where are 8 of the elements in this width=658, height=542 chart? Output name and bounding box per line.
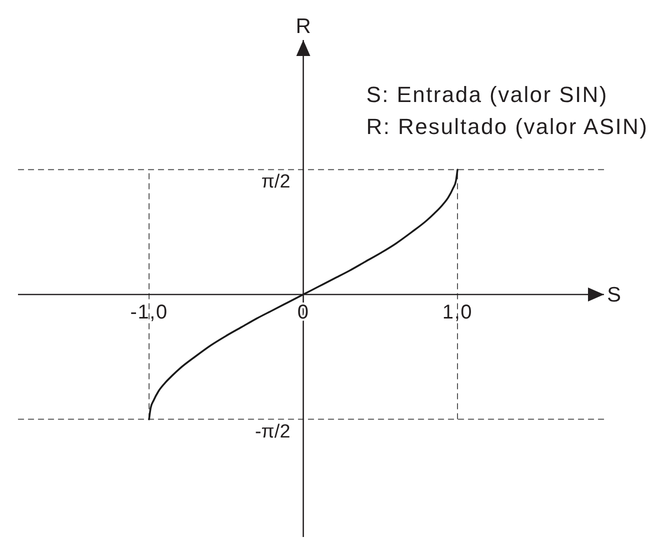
annotation: S: Entrada (valor SIN) (366, 82, 608, 107)
y-tick-label: -π/2 (254, 421, 290, 442)
x-axis-title: S (607, 282, 622, 306)
annotation: R: Resultado (valor ASIN) (366, 114, 648, 139)
x-tick-label: -1,0 (130, 301, 168, 324)
x-tick-label: 1,0 (442, 301, 473, 324)
y-tick-label: π/2 (261, 171, 290, 192)
y-axis-title: R (296, 15, 311, 38)
